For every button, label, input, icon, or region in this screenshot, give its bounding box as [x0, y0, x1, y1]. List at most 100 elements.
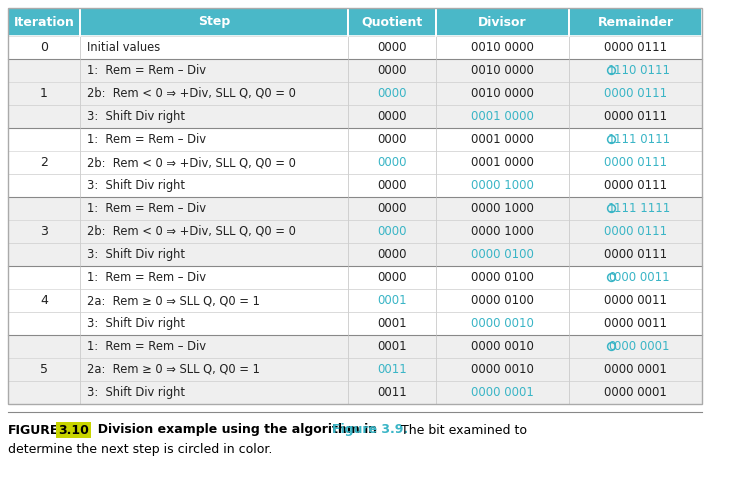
Bar [569, 335, 702, 358]
Text: 1:  Rem = Rem – Div: 1: Rem = Rem – Div [87, 340, 206, 353]
Text: 3.10: 3.10 [58, 424, 89, 437]
Bar [8, 335, 80, 404]
Bar [80, 335, 348, 358]
Bar [80, 128, 348, 151]
Text: 0000 0001: 0000 0001 [604, 386, 667, 399]
Bar [436, 197, 569, 220]
Bar [80, 289, 348, 312]
Bar [8, 105, 80, 128]
Text: 0000 0001: 0000 0001 [604, 363, 667, 376]
Text: 0: 0 [608, 340, 615, 353]
Bar [8, 312, 80, 335]
Text: 3:  Shift Div right: 3: Shift Div right [87, 386, 185, 399]
Bar [80, 197, 348, 220]
Bar [569, 358, 702, 381]
Text: 1:  Rem = Rem – Div: 1: Rem = Rem – Div [87, 202, 206, 215]
Text: 0001: 0001 [377, 340, 407, 353]
Bar [569, 59, 702, 82]
Bar [348, 243, 436, 266]
Text: 0000 1000: 0000 1000 [471, 202, 534, 215]
Text: 0000 0111: 0000 0111 [604, 110, 667, 123]
Bar [436, 243, 569, 266]
Bar [436, 59, 569, 82]
Text: 0000 0100: 0000 0100 [471, 271, 534, 284]
Text: 000 0011: 000 0011 [615, 271, 670, 284]
Text: 0000 0011: 0000 0011 [604, 317, 667, 330]
Bar [8, 151, 80, 174]
Text: Iteration: Iteration [13, 15, 75, 29]
Text: 111 0111: 111 0111 [615, 133, 671, 146]
Bar [8, 358, 80, 381]
Text: 0000: 0000 [377, 133, 407, 146]
Text: 0000: 0000 [377, 225, 407, 238]
Bar [80, 174, 348, 197]
Text: 1: 1 [608, 202, 615, 215]
Text: The bit examined to: The bit examined to [397, 424, 527, 437]
Bar [436, 358, 569, 381]
Text: 2a:  Rem ≥ 0 ⇒ SLL Q, Q0 = 1: 2a: Rem ≥ 0 ⇒ SLL Q, Q0 = 1 [87, 294, 260, 307]
Text: 0010 0000: 0010 0000 [471, 64, 534, 77]
Text: Division example using the algorithm in: Division example using the algorithm in [89, 424, 381, 437]
Text: 000 0001: 000 0001 [615, 340, 670, 353]
Text: 1: 1 [608, 133, 615, 146]
Text: 0000: 0000 [377, 248, 407, 261]
Bar [436, 381, 569, 404]
Text: 0000: 0000 [377, 110, 407, 123]
Bar [348, 36, 436, 59]
Text: 0000 0111: 0000 0111 [604, 41, 667, 54]
Bar [80, 266, 348, 289]
Bar [348, 335, 436, 358]
Text: determine the next step is circled in color.: determine the next step is circled in co… [8, 444, 272, 456]
Text: Divisor: Divisor [478, 15, 527, 29]
Bar [8, 197, 80, 266]
Text: 5: 5 [40, 363, 48, 376]
Bar [80, 36, 348, 59]
Bar [436, 128, 569, 151]
Bar [348, 82, 436, 105]
Text: 0010 0000: 0010 0000 [471, 41, 534, 54]
Text: 0: 0 [608, 271, 615, 284]
Text: 3:  Shift Div right: 3: Shift Div right [87, 248, 185, 261]
Text: 0000: 0000 [377, 64, 407, 77]
Bar [569, 151, 702, 174]
Text: 0000: 0000 [377, 202, 407, 215]
Bar [436, 105, 569, 128]
Text: 1:  Rem = Rem – Div: 1: Rem = Rem – Div [87, 133, 206, 146]
Text: 0000: 0000 [377, 87, 407, 100]
Bar [569, 381, 702, 404]
Bar [8, 128, 80, 197]
Bar [436, 8, 569, 36]
Bar [436, 36, 569, 59]
Text: 3:  Shift Div right: 3: Shift Div right [87, 110, 185, 123]
Bar [348, 128, 436, 151]
Bar [348, 8, 436, 36]
Bar [569, 197, 702, 220]
Text: 0000 0111: 0000 0111 [604, 156, 667, 169]
Text: 0000 0111: 0000 0111 [604, 87, 667, 100]
Text: 2a:  Rem ≥ 0 ⇒ SLL Q, Q0 = 1: 2a: Rem ≥ 0 ⇒ SLL Q, Q0 = 1 [87, 363, 260, 376]
Text: 3:  Shift Div right: 3: Shift Div right [87, 179, 185, 192]
Bar [8, 197, 80, 220]
Text: 0011: 0011 [377, 386, 407, 399]
Bar [8, 59, 80, 82]
Bar [348, 105, 436, 128]
Text: 2b:  Rem < 0 ⇒ +Div, SLL Q, Q0 = 0: 2b: Rem < 0 ⇒ +Div, SLL Q, Q0 = 0 [87, 225, 296, 238]
Text: 1: 1 [40, 87, 48, 100]
Bar [348, 358, 436, 381]
Bar [80, 82, 348, 105]
Bar [569, 312, 702, 335]
Bar [80, 8, 348, 36]
Text: 0000 0100: 0000 0100 [471, 248, 534, 261]
Bar [8, 174, 80, 197]
Bar [348, 266, 436, 289]
Bar [348, 312, 436, 335]
Bar [8, 243, 80, 266]
Text: 0000: 0000 [377, 271, 407, 284]
Bar [348, 381, 436, 404]
Text: 0000 0010: 0000 0010 [471, 340, 534, 353]
Bar [436, 174, 569, 197]
Text: 0000: 0000 [377, 179, 407, 192]
Text: 0001: 0001 [377, 294, 407, 307]
Text: 1:  Rem = Rem – Div: 1: Rem = Rem – Div [87, 64, 206, 77]
Bar [80, 312, 348, 335]
